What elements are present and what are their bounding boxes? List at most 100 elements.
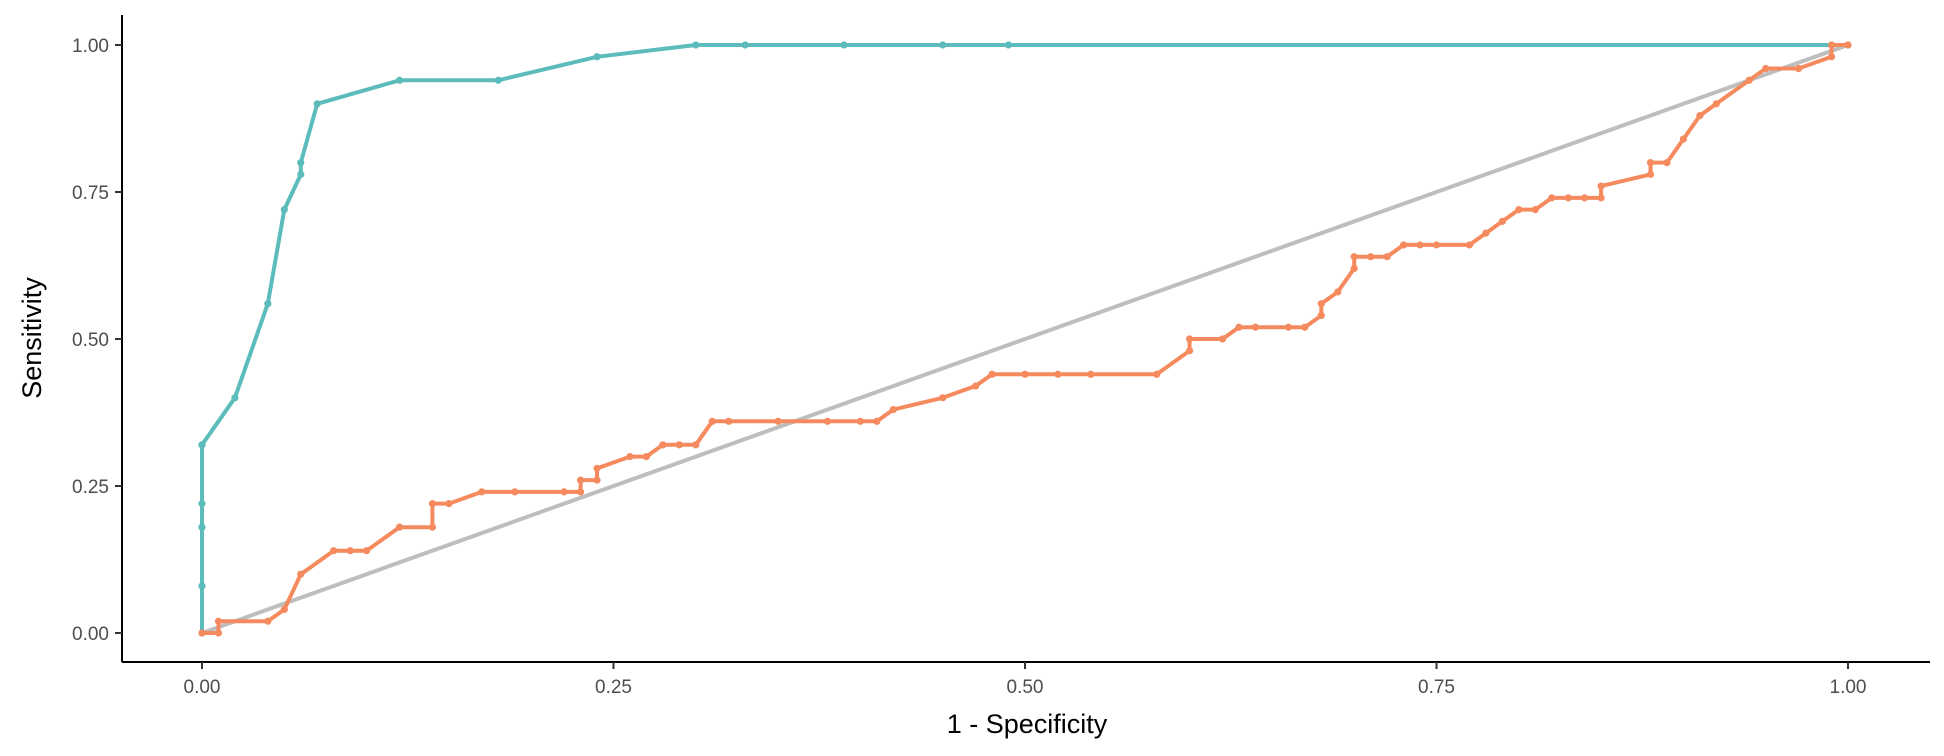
series-1-point (741, 41, 749, 49)
series-2-point (297, 570, 305, 578)
series-1-point (198, 582, 206, 590)
series-2-point (708, 417, 716, 425)
series-2-point (511, 488, 519, 496)
series-2-point (264, 617, 272, 625)
series-2 (198, 41, 1852, 637)
series-1 (198, 41, 1852, 637)
series-2-point (346, 547, 354, 555)
series-2-point (1350, 253, 1358, 261)
y-tick-label: 0.25 (72, 477, 109, 498)
series-2-point (1087, 370, 1095, 378)
series-2-point (988, 370, 996, 378)
series-2-point (1795, 64, 1803, 73)
series-1-point (494, 76, 502, 84)
series-1-point (692, 41, 700, 49)
series-2-point (576, 488, 585, 496)
series-2-point (659, 441, 667, 449)
series-2-point (576, 476, 585, 484)
x-tick-label: 1.00 (1830, 677, 1867, 698)
series-2-point (280, 605, 288, 614)
series-2-point (1153, 370, 1161, 378)
series-2-point (1597, 194, 1605, 202)
series-2-point (626, 453, 634, 461)
x-tick-label: 0.25 (595, 677, 632, 698)
x-ticks-layer: 0.00 0.25 0.50 0.75 1.00 (184, 662, 1867, 698)
series-2-point (774, 417, 782, 425)
series-1-point (264, 300, 272, 308)
series-2-point (1218, 335, 1227, 343)
series-2-point (1548, 194, 1556, 202)
series-2-point (428, 523, 437, 531)
chance-diagonal-line (201, 43, 1849, 635)
series-layer (198, 41, 1852, 637)
series-1-point (840, 41, 848, 49)
series-2-point (593, 476, 601, 484)
series-2-point (1646, 159, 1655, 167)
series-2-point (1827, 53, 1836, 61)
series-2-point (889, 405, 897, 414)
series-2-point (1844, 41, 1852, 49)
series-1-point (280, 206, 288, 214)
series-2-point (198, 629, 206, 637)
series-2-point (1432, 241, 1441, 249)
series-2-point (1367, 253, 1375, 261)
y-tick-label: 1.00 (72, 36, 109, 57)
series-2-point (1465, 241, 1474, 249)
series-2-point (1663, 159, 1671, 167)
series-2-point (642, 453, 651, 461)
series-2-point (873, 417, 881, 425)
series-2-point (1235, 323, 1243, 331)
series-1-point (231, 394, 239, 402)
series-2-point (1515, 206, 1523, 214)
series-2-point (1531, 206, 1539, 214)
series-2-point (560, 488, 568, 496)
y-ticks-layer: 0.00 0.25 0.50 0.75 1.00 (72, 36, 122, 645)
y-tick-label: 0.75 (72, 183, 109, 204)
series-1-point (395, 76, 404, 84)
series-1-point (198, 500, 206, 508)
series-2-point (1334, 288, 1342, 296)
series-2-point (939, 394, 947, 402)
x-tick-label: 0.50 (1007, 677, 1044, 698)
reference-line-layer (201, 43, 1849, 635)
series-2-point (1679, 135, 1687, 143)
series-2-point (214, 629, 223, 637)
series-2-point (1021, 370, 1029, 378)
series-2-point (856, 417, 865, 425)
series-2-point (1646, 170, 1655, 178)
series-2-point (972, 382, 980, 390)
series-2-point (1597, 182, 1605, 190)
series-1-point (593, 53, 601, 61)
series-2-point (1317, 300, 1325, 308)
y-tick-label: 0.50 (72, 330, 109, 351)
series-1-point (198, 441, 206, 449)
series-2-point (214, 617, 223, 625)
series-2-point (1054, 370, 1062, 378)
series-2-point (478, 488, 486, 496)
series-2-point (1251, 323, 1260, 331)
series-2-point (428, 500, 437, 508)
series-1-point (939, 41, 947, 49)
series-2-point (1186, 335, 1194, 343)
series-2-point (675, 441, 683, 449)
y-axis-title: Sensitivity (17, 277, 47, 399)
x-tick-label: 0.00 (184, 677, 221, 698)
x-axis-title: 1 - Specificity (947, 709, 1108, 739)
series-2-point (1745, 76, 1753, 84)
series-2-point (1482, 229, 1490, 237)
series-1-point (313, 100, 321, 108)
series-2-point (593, 464, 601, 472)
series-2-point (725, 417, 733, 425)
series-2-point (1712, 100, 1720, 108)
series-2-point (330, 547, 338, 555)
series-2-point (1284, 323, 1292, 331)
series-1-point (297, 159, 305, 167)
series-2-point (395, 523, 404, 531)
series-2-point (1416, 241, 1424, 249)
series-2-point (363, 547, 371, 555)
series-2-point (445, 500, 453, 508)
series-2-point (1762, 64, 1770, 73)
series-2-point (1564, 194, 1572, 202)
series-1-point (198, 523, 206, 531)
